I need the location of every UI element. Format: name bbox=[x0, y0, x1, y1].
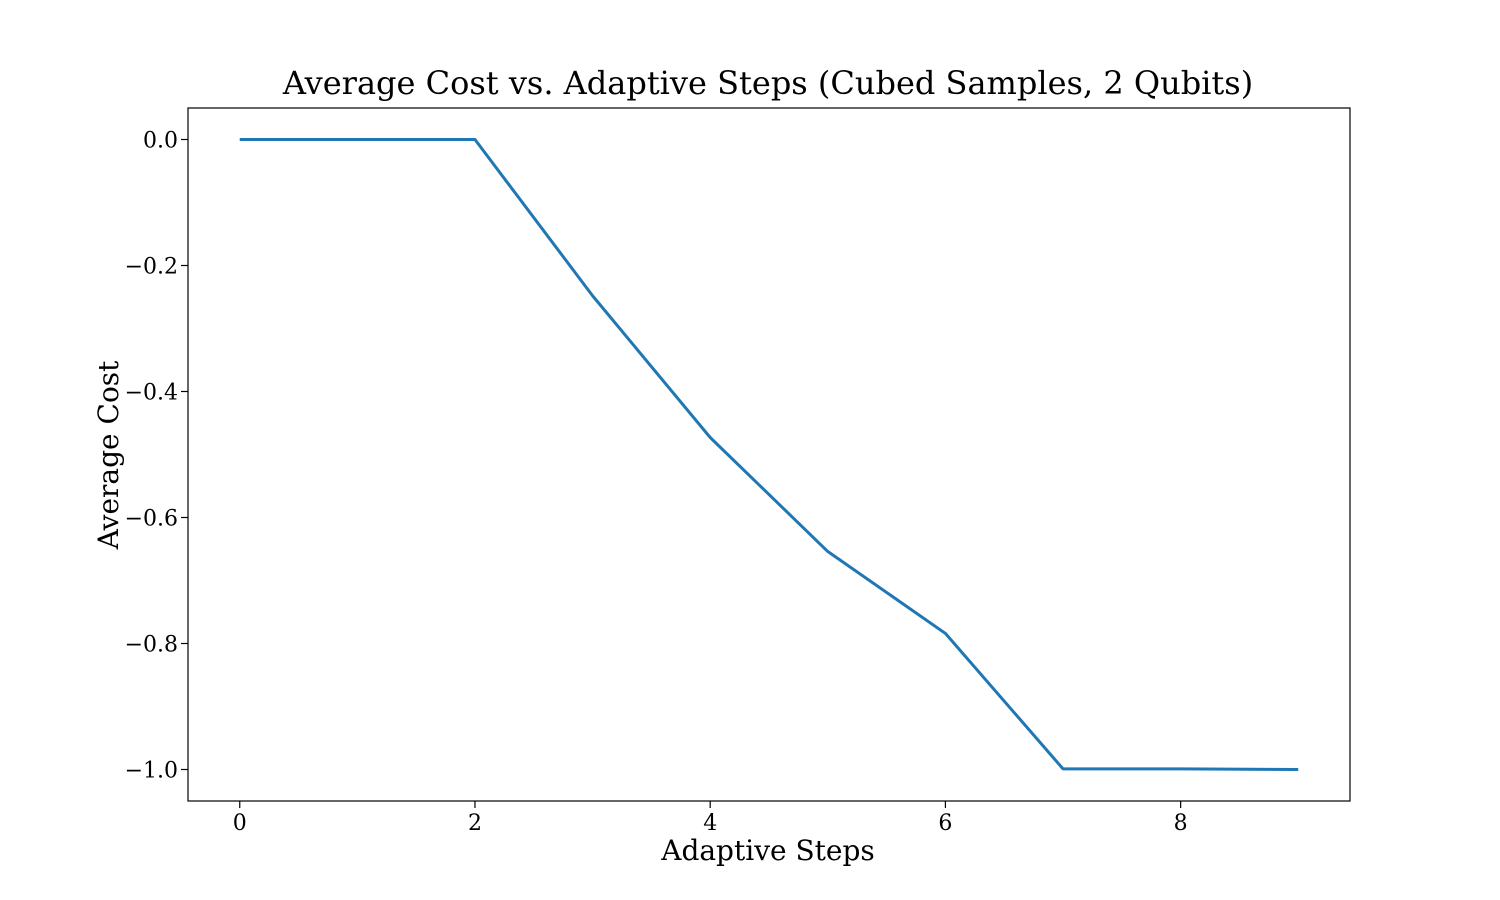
y-tick-label: 0.0 bbox=[143, 129, 178, 154]
y-tick-label: −1.0 bbox=[125, 759, 178, 784]
y-tick-label: −0.2 bbox=[125, 255, 178, 280]
y-tick-label: −0.4 bbox=[125, 381, 178, 406]
series-line bbox=[239, 138, 1299, 771]
y-axis: 0.0 −0.2 −0.4 −0.6 −0.8 −1.0 bbox=[125, 129, 188, 784]
x-tick-label: 2 bbox=[468, 811, 482, 836]
x-tick-label: 4 bbox=[703, 811, 717, 836]
plot-area bbox=[239, 138, 1299, 771]
y-tick-label: −0.8 bbox=[125, 633, 178, 658]
x-axis: 0 2 4 6 8 bbox=[233, 801, 1188, 836]
y-axis-label: Average Cost bbox=[92, 360, 125, 551]
axes-frame bbox=[187, 107, 1351, 802]
chart-title: Average Cost vs. Adaptive Steps (Cubed S… bbox=[282, 64, 1253, 102]
x-tick-label: 8 bbox=[1174, 811, 1188, 836]
x-axis-label: Adaptive Steps bbox=[660, 834, 875, 867]
x-tick-label: 0 bbox=[233, 811, 247, 836]
y-tick-label: −0.6 bbox=[125, 507, 178, 532]
x-tick-label: 6 bbox=[938, 811, 952, 836]
